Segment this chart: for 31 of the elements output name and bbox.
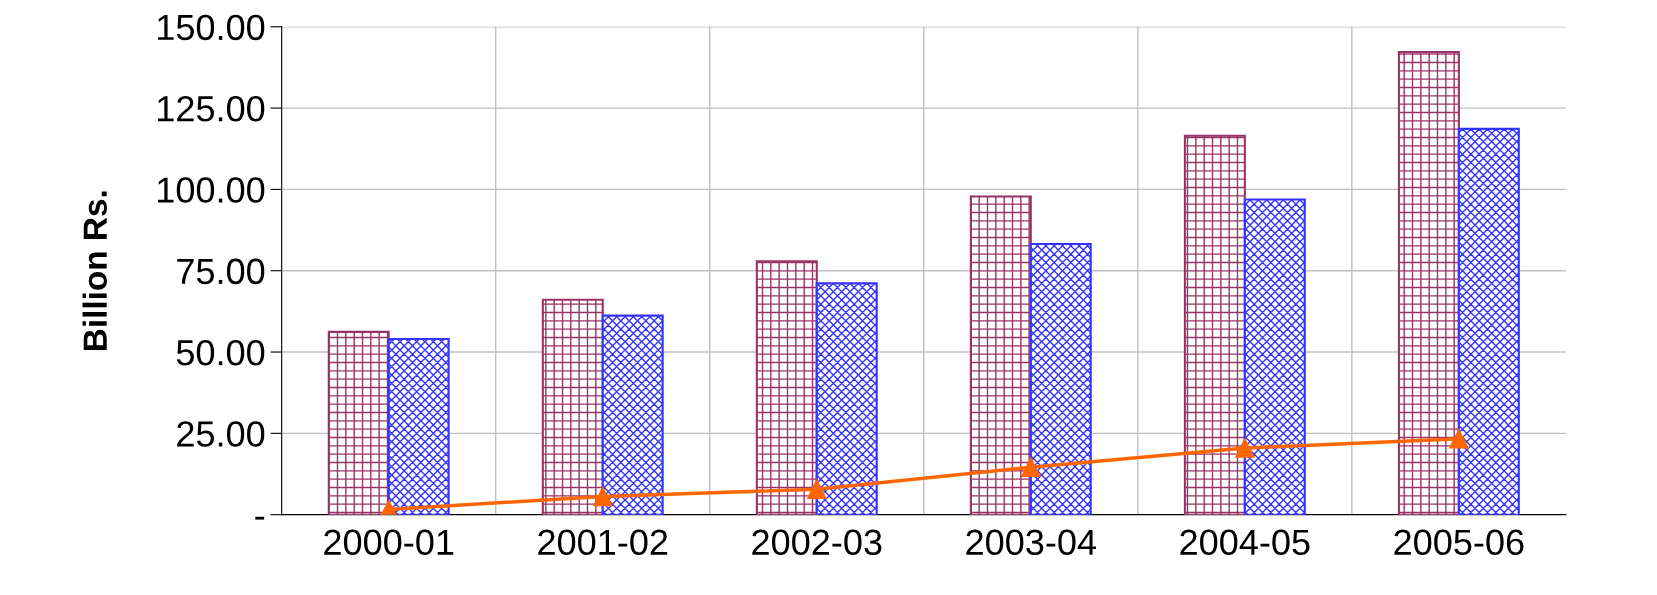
point (807, 479, 827, 500)
x-tick-label: 2004-05 (1180, 529, 1310, 556)
bar (755, 260, 818, 515)
point (1449, 429, 1469, 449)
y-tick-label: 25.00 (177, 421, 265, 447)
bar (1243, 198, 1306, 515)
bar (1397, 51, 1460, 515)
y-tick-label: 150.00 (158, 14, 265, 41)
y-tick-label: 125.00 (158, 95, 265, 122)
bar (601, 314, 664, 515)
bar (1457, 127, 1520, 515)
bar (1183, 134, 1246, 515)
bar (387, 337, 450, 515)
bar (1029, 243, 1092, 515)
x-tick-label: 2002-03 (752, 529, 882, 556)
point (593, 486, 613, 507)
x-tick-label: 2001-02 (538, 529, 668, 556)
point (1235, 438, 1255, 458)
x-tick-label: 2000-01 (324, 529, 454, 556)
bar (815, 282, 878, 515)
y-tick-label: 50.00 (176, 339, 265, 366)
x-tick-label: 2003-04 (966, 529, 1096, 556)
y-tick-label: 75.00 (177, 258, 265, 285)
point (1021, 457, 1041, 477)
x-tick-label: 2005-06 (1394, 529, 1524, 556)
bar (969, 195, 1032, 515)
y-tick-label: - (255, 516, 265, 520)
y-tick-label: 100.00 (158, 177, 265, 203)
bar (327, 330, 390, 515)
y-axis-title: Billion Rs. (82, 191, 108, 350)
bar (541, 298, 604, 515)
